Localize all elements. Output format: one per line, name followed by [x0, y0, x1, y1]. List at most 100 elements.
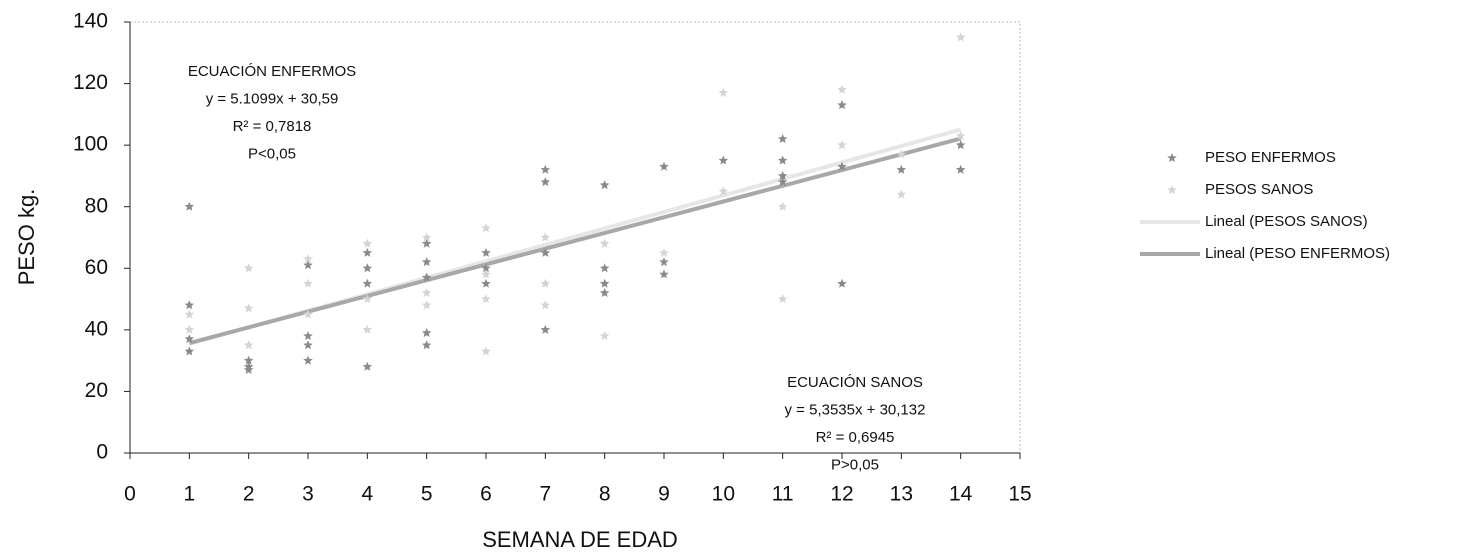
legend-label: Lineal (PESO ENFERMOS): [1205, 245, 1390, 262]
data-point: [955, 164, 966, 174]
data-point: [599, 263, 610, 273]
data-point: [659, 161, 669, 171]
data-point: [481, 278, 491, 288]
annotation: R² = 0,6945: [816, 429, 895, 446]
data-point: [599, 331, 610, 341]
data-point: [896, 164, 907, 174]
data-point: [540, 300, 551, 310]
data-point: [540, 278, 551, 288]
x-tick-label: 9: [658, 483, 670, 506]
annotation: y = 5,3535x + 30,132: [785, 401, 926, 418]
data-point: [303, 340, 313, 350]
data-point: [540, 177, 551, 187]
x-tick-label: 3: [302, 483, 314, 506]
trend-line: [188, 136, 962, 346]
data-point: [955, 130, 966, 140]
data-point: [837, 278, 847, 288]
data-point: [362, 238, 373, 248]
data-point: [362, 324, 373, 334]
data-point: [421, 272, 432, 282]
data-point: [303, 355, 313, 365]
data-point: [481, 247, 491, 257]
legend-label: Lineal (PESOS SANOS): [1205, 213, 1368, 230]
y-tick-label: 100: [73, 133, 108, 156]
x-tick-label: 2: [243, 483, 255, 506]
data-point: [303, 331, 313, 341]
data-point: [303, 260, 313, 270]
data-point: [184, 334, 195, 344]
data-point: [362, 294, 373, 304]
data-point: [243, 340, 254, 350]
data-point: [184, 201, 195, 211]
data-point: [777, 155, 788, 165]
data-point: [481, 294, 491, 304]
y-tick-label: 20: [85, 379, 108, 402]
x-tick-label: 0: [124, 483, 136, 506]
x-axis-label: SEMANA DE EDAD: [482, 527, 678, 552]
data-point: [540, 324, 551, 334]
data-point: [599, 278, 610, 288]
data-point: [955, 140, 966, 150]
y-tick-label: 60: [85, 256, 108, 279]
data-point: [184, 309, 195, 319]
y-tick-label: 120: [73, 71, 108, 94]
data-point: [659, 247, 669, 257]
data-point: [421, 327, 432, 337]
data-point: [421, 287, 432, 297]
data-point: [184, 324, 195, 334]
data-point: [718, 155, 729, 165]
x-tick-label: 5: [421, 483, 433, 506]
data-point: [777, 201, 788, 211]
data-point: [481, 346, 491, 356]
data-point: [659, 257, 669, 267]
data-point: [362, 247, 373, 257]
annotation: y = 5.1099x + 30,59: [206, 90, 339, 107]
data-point: [777, 294, 788, 304]
annotation: P<0,05: [248, 145, 296, 162]
data-point: [540, 232, 551, 242]
data-point: [421, 257, 432, 267]
data-point: [243, 355, 254, 365]
x-tick-label: 8: [599, 483, 611, 506]
data-point: [243, 303, 254, 313]
data-point: [837, 100, 847, 110]
x-tick-label: 14: [949, 483, 973, 506]
y-tick-label: 0: [96, 441, 108, 464]
x-tick-label: 11: [772, 483, 794, 506]
data-point: [599, 238, 610, 248]
data-point: [837, 84, 847, 94]
legend-label: PESOS SANOS: [1205, 181, 1313, 198]
data-point: [362, 361, 373, 371]
x-tick-label: 15: [1008, 483, 1031, 506]
x-tick-label: 7: [539, 483, 551, 506]
data-point: [777, 170, 788, 180]
data-point: [421, 300, 432, 310]
data-point: [421, 340, 432, 350]
data-point: [184, 346, 195, 356]
y-axis-label: PESO kg.: [14, 189, 39, 286]
data-point: [421, 232, 432, 242]
y-tick-label: 140: [73, 10, 108, 33]
legend-marker: [1167, 185, 1177, 194]
annotation: P>0,05: [831, 456, 879, 473]
data-point: [599, 180, 610, 190]
legend-label: PESO ENFERMOS: [1205, 149, 1336, 166]
x-tick-label: 10: [712, 483, 735, 506]
data-point: [303, 309, 313, 319]
data-point: [599, 287, 610, 297]
x-tick-label: 13: [890, 483, 913, 506]
data-point: [540, 247, 551, 257]
data-point: [540, 164, 551, 174]
data-point: [896, 149, 907, 159]
data-point: [243, 364, 254, 374]
y-tick-label: 80: [85, 194, 108, 217]
data-point: [362, 278, 373, 288]
data-point: [303, 254, 313, 264]
annotation: ECUACIÓN ENFERMOS: [188, 63, 356, 80]
x-tick-label: 12: [830, 483, 853, 506]
annotation: R² = 0,7818: [233, 118, 312, 135]
data-point: [659, 269, 669, 279]
x-tick-label: 1: [183, 483, 195, 506]
legend-marker: [1167, 153, 1177, 162]
